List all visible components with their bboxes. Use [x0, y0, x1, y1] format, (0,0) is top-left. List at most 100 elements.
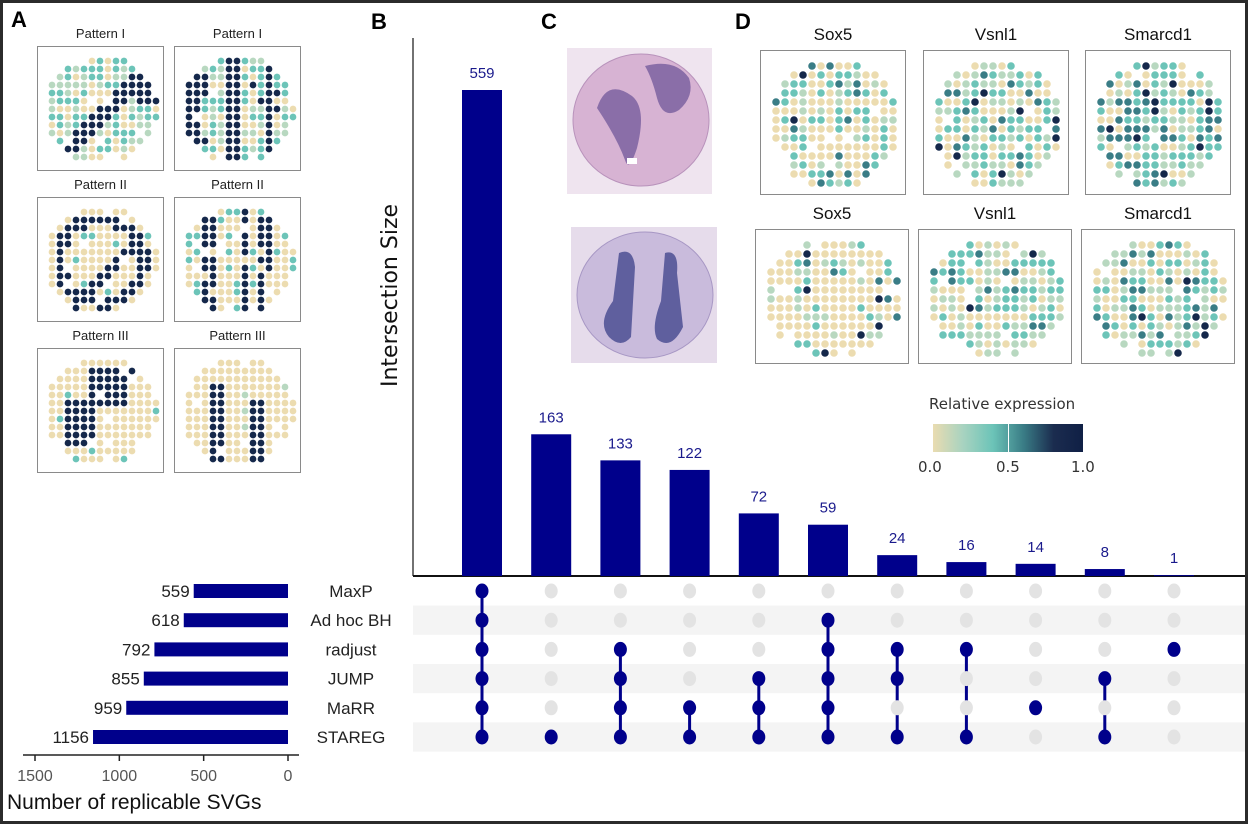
- spot: [1147, 340, 1155, 348]
- spot: [817, 62, 825, 70]
- spot: [1120, 286, 1128, 294]
- spot: [799, 170, 807, 178]
- spot: [1129, 259, 1137, 267]
- spot: [193, 383, 201, 391]
- spot: [64, 375, 72, 383]
- spot: [96, 248, 104, 256]
- spot: [257, 153, 265, 161]
- spot: [1111, 322, 1119, 330]
- spot: [120, 240, 128, 248]
- spot: [980, 71, 988, 79]
- spot: [96, 121, 104, 129]
- spot: [128, 288, 136, 296]
- spot: [839, 268, 847, 276]
- spot: [225, 216, 233, 224]
- matrix-dot-3-4: [683, 700, 697, 716]
- spot: [1169, 80, 1177, 88]
- spot: [48, 248, 56, 256]
- spot: [217, 97, 225, 105]
- spot: [962, 80, 970, 88]
- spot: [1029, 277, 1037, 285]
- spot: [1007, 107, 1015, 115]
- colorbar-tick-0: [932, 424, 933, 452]
- spot: [971, 62, 979, 70]
- spot: [48, 383, 56, 391]
- spot: [812, 313, 820, 321]
- spot: [217, 137, 225, 145]
- spot: [233, 57, 241, 65]
- spot: [56, 81, 64, 89]
- spot: [1020, 250, 1028, 258]
- spot: [826, 89, 834, 97]
- spot: [80, 447, 88, 455]
- spot: [1178, 143, 1186, 151]
- spot: [1138, 250, 1146, 258]
- spot: [893, 277, 901, 285]
- spot: [209, 256, 217, 264]
- spot: [80, 359, 88, 367]
- spot: [1129, 268, 1137, 276]
- spot: [225, 280, 233, 288]
- spot: [72, 447, 80, 455]
- spot: [88, 367, 96, 375]
- pattern-title-0: Pattern I: [75, 26, 126, 41]
- spot: [1047, 304, 1055, 312]
- spot: [112, 439, 120, 447]
- gene-title-5: Smarcd1: [1123, 204, 1193, 223]
- spot: [128, 391, 136, 399]
- spot: [839, 250, 847, 258]
- spot: [209, 367, 217, 375]
- spot: [209, 431, 217, 439]
- spot: [96, 81, 104, 89]
- matrix-dot-4-0: [752, 583, 766, 599]
- spot: [984, 304, 992, 312]
- intersection-label-4: 72: [750, 488, 767, 505]
- spot: [1034, 134, 1042, 142]
- spot: [152, 415, 160, 423]
- spot: [193, 280, 201, 288]
- spot: [1142, 62, 1150, 70]
- spot: [871, 80, 879, 88]
- spot: [1138, 286, 1146, 294]
- spot: [144, 264, 152, 272]
- spot: [88, 415, 96, 423]
- spot: [1007, 62, 1015, 70]
- spot: [830, 295, 838, 303]
- spot: [1093, 313, 1101, 321]
- spot: [1142, 161, 1150, 169]
- spot: [1025, 125, 1033, 133]
- spot: [209, 304, 217, 312]
- spot: [281, 129, 289, 137]
- spot: [948, 277, 956, 285]
- spot: [853, 152, 861, 160]
- spot: [1214, 143, 1222, 151]
- spot: [853, 107, 861, 115]
- spot: [853, 89, 861, 97]
- spot: [217, 73, 225, 81]
- spot: [96, 439, 104, 447]
- spot: [948, 331, 956, 339]
- spot: [104, 129, 112, 137]
- spot: [1038, 295, 1046, 303]
- spot: [104, 216, 112, 224]
- spot: [136, 264, 144, 272]
- spot: [1147, 286, 1155, 294]
- spot: [120, 89, 128, 97]
- spot: [1016, 161, 1024, 169]
- spot: [1151, 80, 1159, 88]
- spot: [998, 179, 1006, 187]
- spot: [56, 431, 64, 439]
- spot: [265, 145, 273, 153]
- spot: [265, 224, 273, 232]
- spot: [185, 264, 193, 272]
- spot: [835, 134, 843, 142]
- spatial-plot-a-4: [37, 348, 164, 473]
- spot: [962, 161, 970, 169]
- spot: [120, 272, 128, 280]
- spot: [1029, 295, 1037, 303]
- spot: [1147, 331, 1155, 339]
- spot: [1174, 322, 1182, 330]
- spot: [844, 179, 852, 187]
- spot: [1178, 116, 1186, 124]
- spot: [144, 256, 152, 264]
